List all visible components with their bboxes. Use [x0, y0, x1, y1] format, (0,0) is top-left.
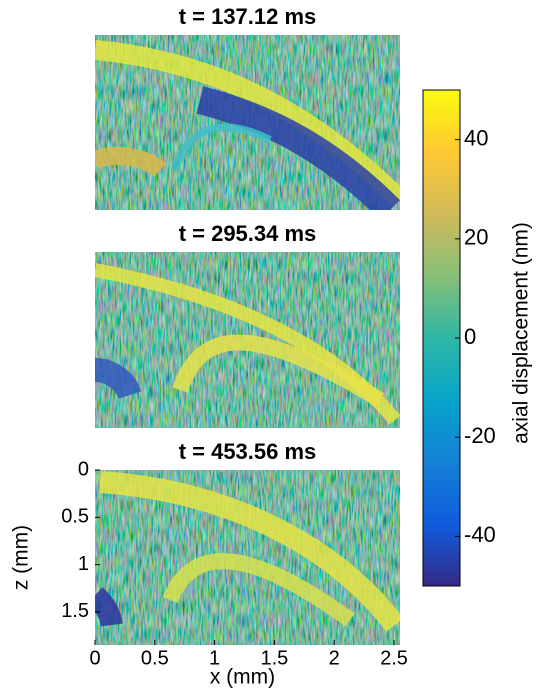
- heatmap-feature: [95, 40, 400, 208]
- y-tick-label: 1: [78, 553, 89, 575]
- x-tick-label: 2.5: [380, 647, 408, 669]
- x-tick-label: 2: [329, 647, 340, 669]
- heatmap-feature: [171, 123, 272, 172]
- y-tick-label: 0.5: [61, 506, 89, 528]
- colorbar-tick-label: 20: [464, 225, 488, 250]
- x-tick-label: 1: [209, 647, 220, 669]
- panel-title: t = 453.56 ms: [179, 439, 317, 464]
- colorbar-tick-label: 0: [464, 324, 476, 349]
- y-axis-label: z (mm): [10, 525, 33, 590]
- colorbar-label: axial displacement (nm): [510, 222, 533, 444]
- x-tick-label: 0.5: [141, 647, 169, 669]
- y-tick-label: 1.5: [61, 600, 89, 622]
- heatmap-feature: [162, 553, 355, 627]
- x-tick-label: 1.5: [261, 647, 289, 669]
- x-tick-label: 0: [89, 647, 100, 669]
- panel-title: t = 295.34 ms: [179, 221, 317, 246]
- heatmap-image: [95, 35, 400, 210]
- colorbar-tick-label: -40: [464, 522, 496, 547]
- x-axis-label: x (mm): [210, 666, 275, 689]
- heatmap-feature: [172, 334, 385, 407]
- heatmap-image: [95, 252, 400, 428]
- panel-title: t = 137.12 ms: [179, 4, 317, 29]
- heatmap-feature: [196, 86, 400, 210]
- colorbar: [422, 89, 461, 587]
- heatmap-feature: [95, 146, 167, 177]
- y-tick-label: 0: [78, 458, 89, 480]
- heatmap-image: [95, 470, 400, 645]
- heatmap-feature: [99, 471, 400, 632]
- colorbar-tick-label: 40: [464, 125, 488, 150]
- heatmap-feature: [95, 358, 142, 400]
- colorbar-tick-label: -20: [464, 423, 496, 448]
- heatmap-feature: [95, 587, 123, 628]
